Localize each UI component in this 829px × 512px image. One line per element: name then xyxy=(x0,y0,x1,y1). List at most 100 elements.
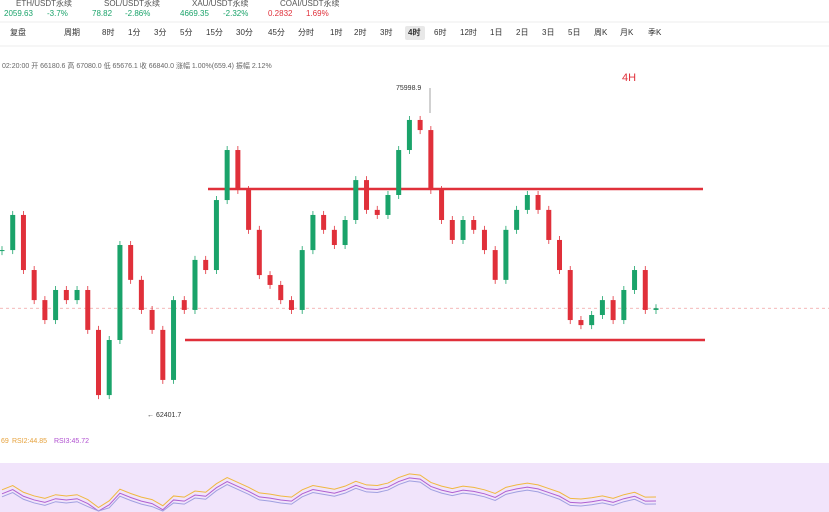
interval-button[interactable]: 月K xyxy=(620,28,634,37)
low-label: ← 62401.7 xyxy=(147,412,181,419)
candle xyxy=(192,259,198,310)
candle xyxy=(63,289,69,301)
candle xyxy=(428,130,434,190)
candle xyxy=(203,259,209,271)
candle xyxy=(160,329,166,380)
ticker-price: 78.82 xyxy=(92,9,113,18)
interval-button[interactable]: 5日 xyxy=(568,28,580,37)
candle xyxy=(632,270,638,290)
candle xyxy=(460,220,466,240)
candle xyxy=(246,189,252,230)
interval-button[interactable]: 1分 xyxy=(128,28,140,37)
candle xyxy=(621,289,627,321)
candle xyxy=(503,229,509,280)
candle xyxy=(589,314,595,326)
candle xyxy=(53,289,59,321)
candle xyxy=(321,214,327,230)
candle xyxy=(74,289,80,301)
candle xyxy=(42,300,48,321)
candle xyxy=(106,340,112,396)
candle xyxy=(653,308,659,310)
candle xyxy=(449,220,455,240)
candle xyxy=(20,214,26,271)
interval-button[interactable]: 45分 xyxy=(268,28,285,37)
ticker-name[interactable]: COAI/USDT永续 xyxy=(280,0,340,8)
candle xyxy=(267,275,273,285)
rsi3: RSI3:45.72 xyxy=(54,438,89,445)
interval-button[interactable]: 30分 xyxy=(236,28,253,37)
rsi1: 69 xyxy=(1,438,9,445)
candle xyxy=(642,270,648,310)
timeframe-label: 4H xyxy=(622,72,636,84)
rsi2: RSI2:44.85 xyxy=(12,438,47,445)
interval-button[interactable]: 4时 xyxy=(408,27,420,37)
candle xyxy=(406,119,412,151)
candle xyxy=(567,270,573,321)
rsi-line xyxy=(1,480,657,512)
candle xyxy=(492,250,498,280)
ohlc-info: 02:20:00 开 66180.6 高 67080.0 低 65676.1 收… xyxy=(2,61,272,70)
replay-button[interactable]: 复盘 xyxy=(10,27,26,37)
interval-button[interactable]: 5分 xyxy=(180,28,192,37)
interval-button[interactable]: 12时 xyxy=(460,27,477,37)
candle xyxy=(138,279,144,310)
candle xyxy=(557,239,563,271)
candle xyxy=(374,209,380,215)
rsi-panel xyxy=(0,463,829,512)
candle xyxy=(85,289,91,330)
candle xyxy=(535,194,541,210)
ticker-name[interactable]: ETH/USDT永续 xyxy=(16,0,72,8)
interval-button[interactable]: 2日 xyxy=(516,28,528,37)
candle xyxy=(514,209,520,230)
interval-button[interactable]: 分时 xyxy=(298,27,314,37)
ticker-change: -2.32% xyxy=(223,9,248,18)
interval-button[interactable]: 季K xyxy=(648,27,662,37)
ticker-price: 0.2832 xyxy=(268,9,293,18)
candle xyxy=(481,229,487,251)
interval-button[interactable]: 6时 xyxy=(434,27,446,37)
candle xyxy=(578,320,584,326)
candle xyxy=(117,245,123,341)
interval-button[interactable]: 3分 xyxy=(154,28,166,37)
candle xyxy=(224,150,230,201)
interval-button[interactable]: 2时 xyxy=(354,27,366,37)
interval-button[interactable]: 8时 xyxy=(102,27,114,37)
ticker-name[interactable]: SOL/USDT永续 xyxy=(104,0,160,8)
rsi-line xyxy=(1,473,657,509)
candle xyxy=(364,180,370,210)
candle xyxy=(181,300,187,310)
candle xyxy=(171,300,177,380)
candle xyxy=(0,250,5,252)
candle xyxy=(353,180,359,221)
ticker-change: -3.7% xyxy=(47,9,68,18)
candle xyxy=(524,194,530,210)
interval-button[interactable]: 3日 xyxy=(542,28,554,37)
candle xyxy=(299,250,305,310)
interval-button[interactable]: 1日 xyxy=(490,28,502,37)
ticker-change: -2.86% xyxy=(125,9,150,18)
candle xyxy=(213,200,219,271)
candle xyxy=(417,119,423,131)
interval-button[interactable]: 15分 xyxy=(206,28,223,37)
candle xyxy=(385,194,391,215)
rsi-line xyxy=(1,477,657,512)
period-button[interactable]: 周期 xyxy=(64,28,80,37)
candle xyxy=(599,300,605,315)
selected-bg xyxy=(405,26,425,40)
interval-button[interactable]: 1时 xyxy=(330,27,342,37)
ticker-change: 1.69% xyxy=(306,9,329,18)
candle xyxy=(546,209,552,240)
ticker-price: 4669.35 xyxy=(180,9,209,18)
candle xyxy=(235,150,241,190)
candle xyxy=(256,229,262,276)
interval-button[interactable]: 周K xyxy=(594,28,608,37)
candle xyxy=(10,214,16,251)
candle xyxy=(439,189,445,221)
high-label: 75998.9 xyxy=(396,85,421,92)
candle xyxy=(610,300,616,321)
interval-button[interactable]: 3时 xyxy=(380,27,392,37)
candle xyxy=(342,220,348,246)
ticker-name[interactable]: XAU/USDT永续 xyxy=(192,0,248,8)
